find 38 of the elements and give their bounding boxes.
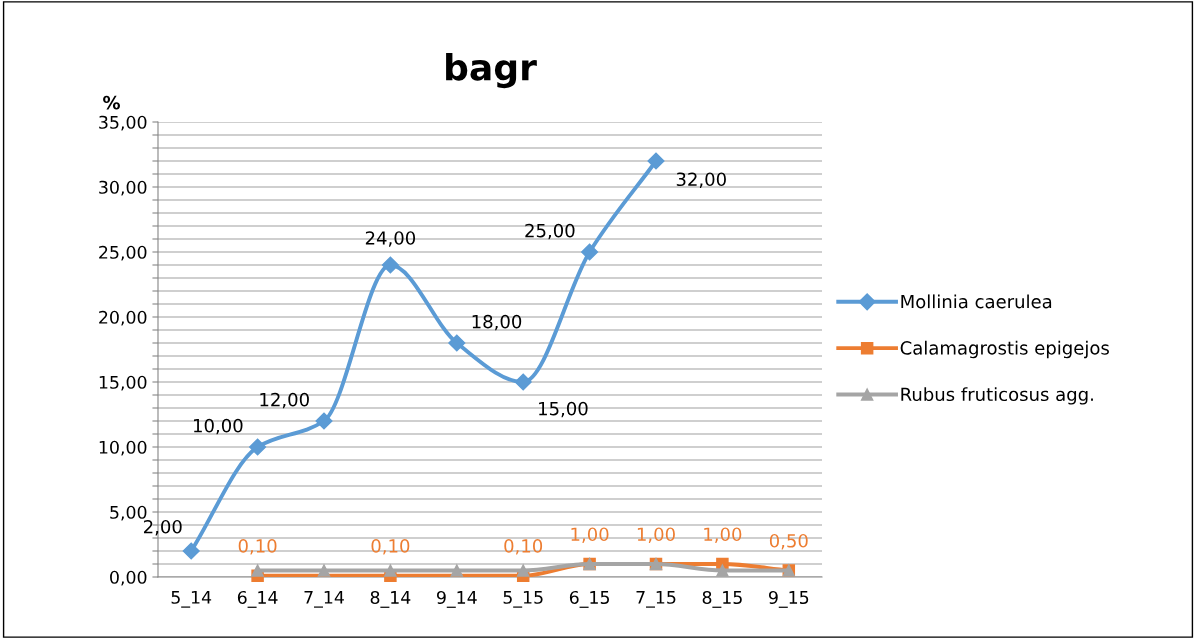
x-tick-label: 9_14 bbox=[436, 590, 477, 608]
x-tick-label: 6_14 bbox=[237, 590, 278, 608]
data-label: 1,00 bbox=[637, 527, 675, 543]
data-label: 10,00 bbox=[194, 418, 243, 435]
x-tick-label: 5_14 bbox=[171, 590, 212, 608]
data-label: 25,00 bbox=[525, 223, 575, 240]
y-tick-label: 20,00 bbox=[99, 310, 147, 326]
legend-label: Mollinia caerulea bbox=[901, 294, 1052, 309]
data-label: 1,00 bbox=[704, 527, 742, 543]
y-axis-title: % bbox=[103, 95, 120, 110]
x-tick-label: 8_14 bbox=[370, 590, 411, 608]
x-tick-label: 7_15 bbox=[636, 590, 676, 608]
data-label: 0,10 bbox=[238, 539, 277, 555]
data-label: 1,00 bbox=[571, 527, 609, 543]
y-tick-label: 10,00 bbox=[99, 440, 147, 456]
data-label: 0,50 bbox=[769, 533, 808, 550]
y-tick-label: 25,00 bbox=[99, 245, 147, 261]
y-tick-label: 5,00 bbox=[110, 505, 147, 521]
chart-title: bagr bbox=[446, 52, 537, 89]
data-label: 0,10 bbox=[504, 539, 543, 555]
data-label: 2,00 bbox=[143, 519, 182, 536]
data-label: 32,00 bbox=[676, 172, 726, 188]
x-tick-label: 8_15 bbox=[702, 590, 742, 608]
y-tick-label: 35,00 bbox=[99, 115, 147, 131]
data-label: 18,00 bbox=[472, 314, 522, 331]
y-tick-label: 15,00 bbox=[99, 375, 147, 391]
legend-label: Rubus fruticosus agg. bbox=[901, 387, 1093, 405]
x-tick-label: 9_15 bbox=[768, 590, 809, 608]
x-tick-label: 6_15 bbox=[569, 590, 609, 608]
data-label: 24,00 bbox=[365, 231, 416, 247]
x-tick-label: 5_15 bbox=[503, 590, 543, 608]
y-tick-label: 0,00 bbox=[110, 570, 147, 586]
y-tick-label: 30,00 bbox=[99, 180, 147, 196]
x-tick-label: 7_14 bbox=[304, 590, 344, 608]
legend-label: Calamagrostis epigejos bbox=[900, 340, 1109, 359]
data-label: 0,10 bbox=[371, 539, 410, 555]
data-label: 15,00 bbox=[539, 401, 588, 418]
data-label: 12,00 bbox=[260, 392, 309, 409]
